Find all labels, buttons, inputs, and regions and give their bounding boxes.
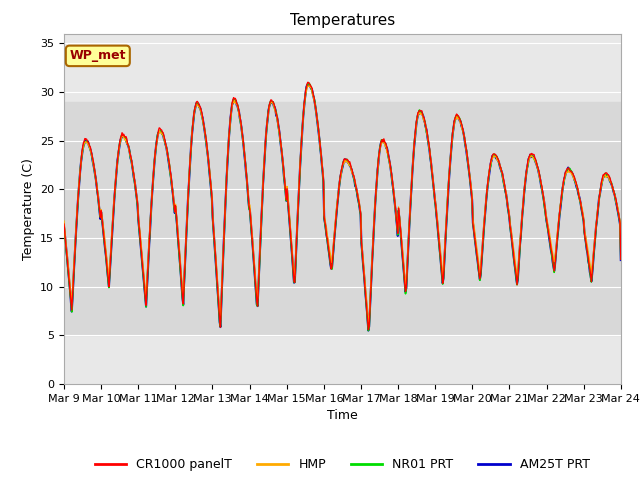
Y-axis label: Temperature (C): Temperature (C) (22, 158, 35, 260)
Title: Temperatures: Temperatures (290, 13, 395, 28)
Legend: CR1000 panelT, HMP, NR01 PRT, AM25T PRT: CR1000 panelT, HMP, NR01 PRT, AM25T PRT (90, 453, 595, 476)
Text: WP_met: WP_met (70, 49, 126, 62)
Bar (64, 102, 621, 336)
X-axis label: Time: Time (327, 409, 358, 422)
